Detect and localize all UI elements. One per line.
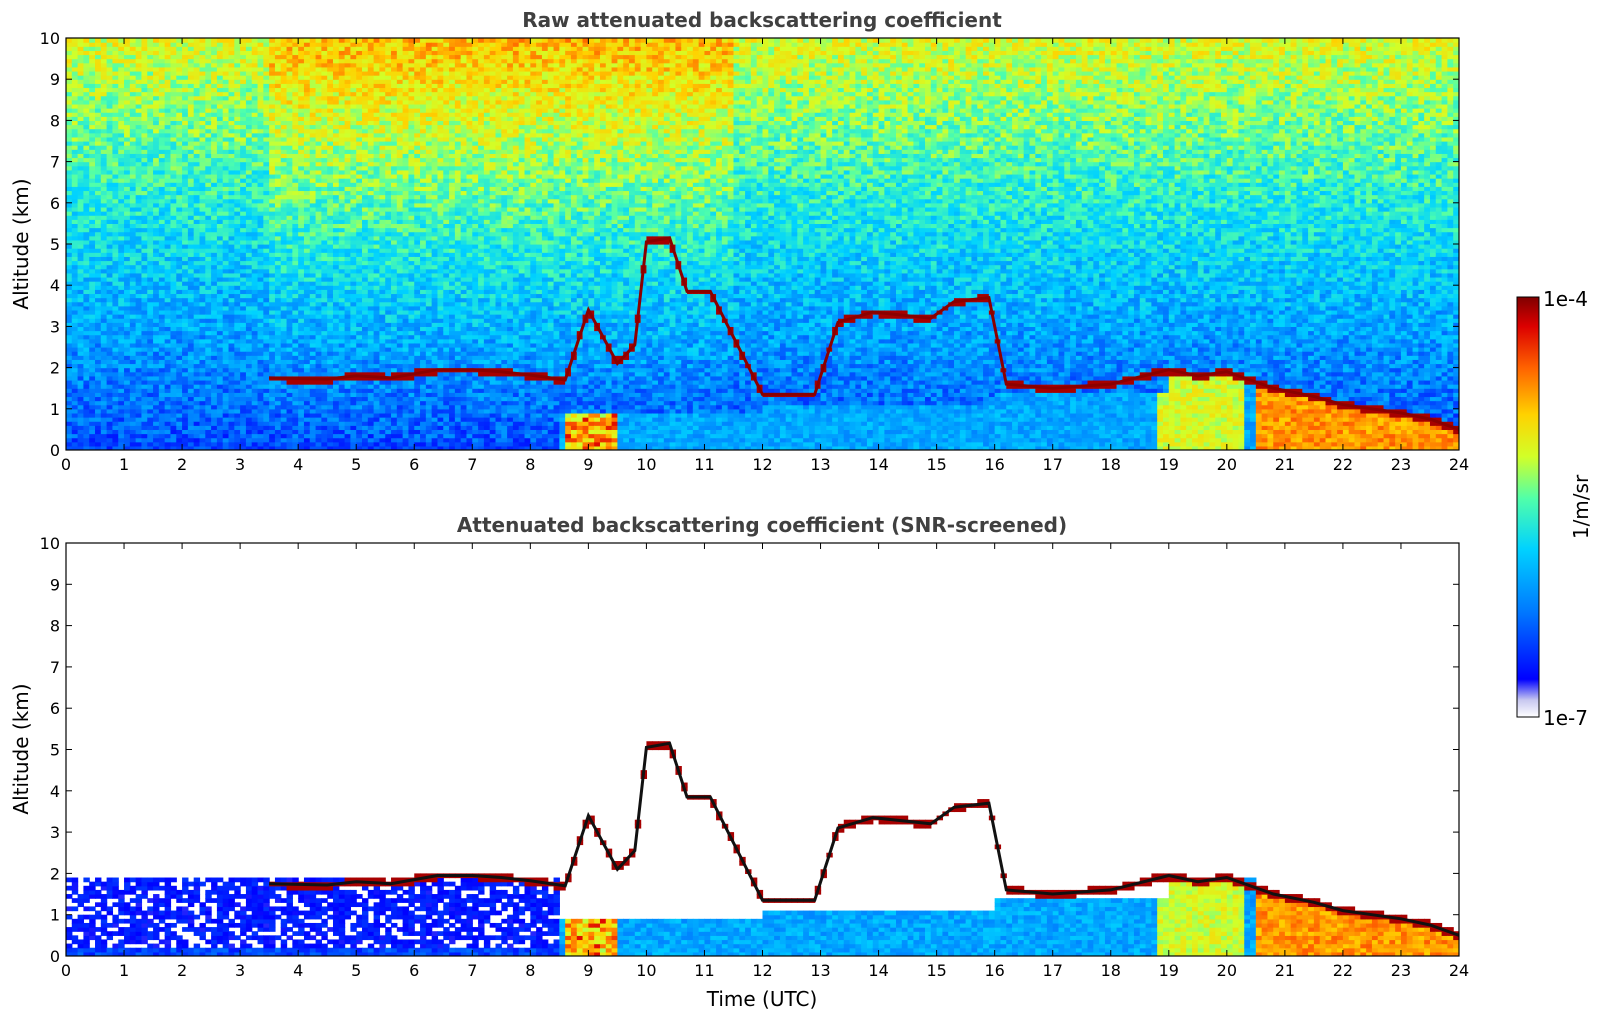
y-tick-label: 1: [50, 400, 60, 419]
x-tick-label: 10: [636, 961, 656, 980]
x-tick-label: 13: [810, 455, 830, 474]
y-tick-label: 3: [50, 823, 60, 842]
x-tick-label: 22: [1333, 455, 1353, 474]
y-tick-label: 9: [50, 575, 60, 594]
x-tick-label: 14: [868, 455, 888, 474]
panel-screened: Attenuated backscattering coefficient (S…: [9, 513, 1469, 1011]
x-tick-label: 3: [235, 961, 245, 980]
x-tick-label: 14: [868, 961, 888, 980]
x-tick-label: 0: [61, 455, 71, 474]
x-tick-label: 23: [1391, 455, 1411, 474]
x-tick-label: 15: [926, 455, 946, 474]
y-tick-label: 7: [50, 153, 60, 172]
x-tick-label: 8: [525, 455, 535, 474]
panel-raw-heatmap: [66, 38, 1460, 451]
x-tick-label: 12: [752, 455, 772, 474]
y-tick-label: 8: [50, 111, 60, 130]
y-tick-label: 0: [50, 947, 60, 966]
x-tick-label: 16: [984, 455, 1004, 474]
x-tick-label: 11: [694, 455, 714, 474]
y-tick-label: 4: [50, 276, 60, 295]
y-tick-label: 8: [50, 617, 60, 636]
y-tick-label: 1: [50, 906, 60, 925]
y-tick-label: 7: [50, 658, 60, 677]
colorbar-max-label: 1e-4: [1543, 287, 1588, 311]
x-tick-label: 5: [351, 455, 361, 474]
x-tick-label: 10: [636, 455, 656, 474]
x-tick-label: 11: [694, 961, 714, 980]
x-tick-label: 4: [293, 455, 303, 474]
x-tick-label: 6: [409, 455, 419, 474]
colorbar-unit-label: 1/m/sr: [1569, 474, 1593, 539]
x-tick-label: 21: [1275, 961, 1295, 980]
y-tick-label: 5: [50, 741, 60, 760]
x-tick-label: 9: [583, 455, 593, 474]
x-tick-label: 7: [467, 961, 477, 980]
panel-screened-title: Attenuated backscattering coefficient (S…: [457, 513, 1067, 537]
x-axis-label: Time (UTC): [706, 987, 818, 1011]
panel-raw-title: Raw attenuated backscattering coefficien…: [522, 8, 1002, 32]
x-tick-label: 4: [293, 961, 303, 980]
x-tick-label: 0: [61, 961, 71, 980]
x-tick-label: 21: [1275, 455, 1295, 474]
x-tick-label: 12: [752, 961, 772, 980]
x-tick-label: 15: [926, 961, 946, 980]
x-tick-label: 17: [1043, 455, 1063, 474]
x-tick-label: 24: [1449, 961, 1469, 980]
x-tick-label: 19: [1159, 455, 1179, 474]
x-tick-label: 18: [1101, 455, 1121, 474]
y-tick-label: 2: [50, 359, 60, 378]
panel-raw-y-axis-label: Altitude (km): [9, 178, 33, 309]
x-tick-label: 13: [810, 961, 830, 980]
x-tick-label: 20: [1217, 455, 1237, 474]
x-tick-label: 20: [1217, 961, 1237, 980]
y-tick-label: 10: [40, 29, 60, 48]
x-tick-label: 19: [1159, 961, 1179, 980]
colorbar-min-label: 1e-7: [1543, 706, 1588, 730]
y-tick-label: 2: [50, 864, 60, 883]
panel-screened-y-axis-label: Altitude (km): [9, 683, 33, 814]
panel-screened-heatmap: [66, 741, 1460, 956]
panel-raw: Raw attenuated backscattering coefficien…: [9, 8, 1469, 474]
y-tick-label: 0: [50, 441, 60, 460]
x-tick-label: 9: [583, 961, 593, 980]
x-tick-label: 23: [1391, 961, 1411, 980]
x-tick-label: 1: [119, 961, 129, 980]
y-tick-label: 10: [40, 534, 60, 553]
y-tick-label: 4: [50, 782, 60, 801]
x-tick-label: 2: [177, 455, 187, 474]
x-tick-label: 2: [177, 961, 187, 980]
x-tick-label: 6: [409, 961, 419, 980]
colorbar-scale: [1517, 297, 1539, 717]
y-tick-label: 6: [50, 699, 60, 718]
colorbar: 1e-4 1e-7 1/m/sr: [1517, 287, 1593, 730]
x-tick-label: 18: [1101, 961, 1121, 980]
x-tick-label: 16: [984, 961, 1004, 980]
x-tick-label: 17: [1043, 961, 1063, 980]
x-tick-label: 1: [119, 455, 129, 474]
x-tick-label: 5: [351, 961, 361, 980]
x-tick-label: 3: [235, 455, 245, 474]
x-tick-label: 8: [525, 961, 535, 980]
x-tick-label: 24: [1449, 455, 1469, 474]
y-tick-label: 9: [50, 70, 60, 89]
x-tick-label: 7: [467, 455, 477, 474]
y-tick-label: 5: [50, 235, 60, 254]
y-tick-label: 6: [50, 194, 60, 213]
x-tick-label: 22: [1333, 961, 1353, 980]
y-tick-label: 3: [50, 317, 60, 336]
lidar-figure: Raw attenuated backscattering coefficien…: [0, 0, 1606, 1020]
